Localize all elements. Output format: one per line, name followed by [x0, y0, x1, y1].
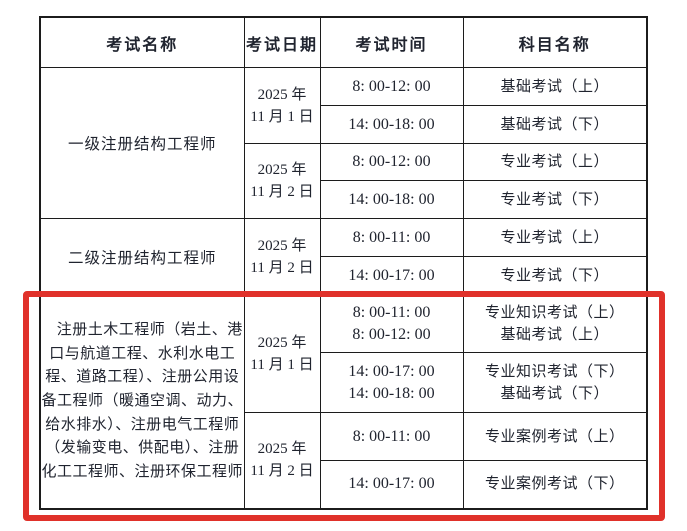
subject-cell: 专业案例考试（下） — [462, 460, 648, 509]
date-year: 2025 年 — [257, 335, 307, 351]
exam-time-cell: 8: 00-11: 00 8: 00-12: 00 — [319, 295, 464, 353]
table-row: 14: 00-17: 00 专业案例考试（下） — [40, 460, 648, 509]
table-row: 14: 00-18: 00 专业考试（下） — [40, 180, 648, 219]
time-value: 8: 00-11: 00 — [352, 427, 431, 445]
subject-cell: 基础考试（下） — [462, 105, 648, 144]
exam-name-cell: 注册土木工程师（岩土、港口与航道工程、水利水电工程、道路工程）、注册公用设备工程… — [39, 295, 245, 509]
header-exam-name: 考试名称 — [39, 16, 245, 68]
exam-time-cell: 8: 00-11: 00 — [319, 412, 464, 461]
subject-cell: 专业考试（下） — [462, 180, 648, 219]
time-value: 8: 00-12: 00 — [352, 77, 431, 95]
date-year: 2025 年 — [257, 162, 307, 178]
subject-value: 基础考试（下） — [500, 116, 609, 133]
exam-time-cell: 8: 00-11: 00 — [319, 218, 464, 257]
exam-name-cell: 二级注册结构工程师 — [39, 218, 245, 296]
date-year: 2025 年 — [257, 238, 307, 254]
exam-schedule-table: 考试名称 考试日期 考试时间 科目名称 一级注册结构工程师 2025 年 11 … — [39, 16, 648, 510]
subject-value: 基础考试（下） — [500, 385, 609, 402]
subject-cell: 专业知识考试（下） 基础考试（下） — [462, 352, 648, 413]
exam-date-cell: 2025 年 11 月 1 日 — [243, 67, 321, 144]
subject-cell: 专业考试（上） — [462, 143, 648, 181]
exam-time-cell: 14: 00-17: 00 14: 00-18: 00 — [319, 352, 464, 413]
subject-value: 基础考试（上） — [500, 327, 609, 343]
date-day: 11 月 1 日 — [250, 357, 314, 373]
table-row: 2025 年 11 月 2 日 8: 00-11: 00 专业案例考试（上） — [40, 412, 648, 509]
table-row: 14: 00-17: 00 14: 00-18: 00 专业知识考试（下） 基础… — [40, 352, 648, 413]
date-year: 2025 年 — [257, 441, 307, 458]
subject-value: 专业案例考试（下） — [484, 476, 625, 493]
exam-time-cell: 14: 00-18: 00 — [319, 105, 464, 144]
table-row: 一级注册结构工程师 2025 年 11 月 1 日 8: 00-12: 00 基… — [39, 67, 648, 219]
time-value: 8: 00-11: 00 — [352, 304, 431, 321]
time-value: 14: 00-17: 00 — [348, 475, 435, 493]
exam-time-cell: 8: 00-12: 00 — [319, 143, 464, 181]
exam-time-cell: 14: 00-18: 00 — [319, 180, 464, 219]
time-value: 14: 00-17: 00 — [348, 362, 435, 380]
exam-time-cell: 8: 00-12: 00 — [319, 67, 464, 106]
header-exam-date: 考试日期 — [243, 16, 321, 68]
subject-value: 专业考试（上） — [500, 154, 609, 170]
table-row: 注册土木工程师（岩土、港口与航道工程、水利水电工程、道路工程）、注册公用设备工程… — [39, 295, 648, 509]
subject-value: 基础考试（上） — [500, 78, 609, 95]
exam-date-cell: 2025 年 11 月 2 日 — [243, 143, 321, 219]
time-value: 14: 00-18: 00 — [348, 115, 435, 133]
exam-date-cell: 2025 年 11 月 2 日 — [243, 412, 321, 509]
time-value: 8: 00-11: 00 — [352, 228, 431, 246]
date-day: 11 月 2 日 — [250, 184, 314, 200]
subject-cell: 专业考试（下） — [462, 256, 648, 296]
time-value: 14: 00-18: 00 — [348, 190, 435, 208]
subject-value: 专业考试（上） — [500, 229, 609, 246]
date-day: 11 月 1 日 — [250, 108, 314, 125]
subject-value: 专业考试（下） — [500, 191, 609, 208]
time-value: 14: 00-17: 00 — [348, 267, 435, 284]
time-value: 14: 00-18: 00 — [348, 384, 435, 402]
exam-name-cell: 一级注册结构工程师 — [39, 67, 245, 219]
subject-value: 专业知识考试（上） — [484, 305, 625, 321]
exam-date-cell: 2025 年 11 月 2 日 — [243, 218, 321, 296]
table-row: 二级注册结构工程师 2025 年 11 月 2 日 8: 00-11: 00 专… — [39, 218, 648, 296]
time-value: 8: 00-12: 00 — [352, 326, 431, 343]
table-row: 14: 00-18: 00 基础考试（下） — [40, 105, 648, 144]
subject-cell: 专业知识考试（上） 基础考试（上） — [462, 295, 648, 353]
subject-cell: 专业案例考试（上） — [462, 412, 648, 461]
table-header-row: 考试名称 考试日期 考试时间 科目名称 — [39, 16, 648, 68]
subject-value: 专业案例考试（上） — [484, 428, 625, 445]
subject-cell: 基础考试（上） — [462, 67, 648, 106]
subject-value: 专业考试（下） — [500, 268, 609, 284]
subject-value: 专业知识考试（下） — [484, 363, 625, 380]
exam-time-cell: 14: 00-17: 00 — [319, 460, 464, 509]
time-value: 8: 00-12: 00 — [352, 153, 431, 170]
header-subject-name: 科目名称 — [462, 16, 648, 68]
exam-time-cell: 14: 00-17: 00 — [319, 256, 464, 296]
header-exam-time: 考试时间 — [319, 16, 464, 68]
date-day: 11 月 2 日 — [250, 260, 314, 276]
subject-cell: 专业考试（上） — [462, 218, 648, 257]
exam-date-cell: 2025 年 11 月 1 日 — [243, 295, 321, 413]
date-year: 2025 年 — [257, 86, 307, 103]
date-day: 11 月 2 日 — [250, 463, 314, 480]
